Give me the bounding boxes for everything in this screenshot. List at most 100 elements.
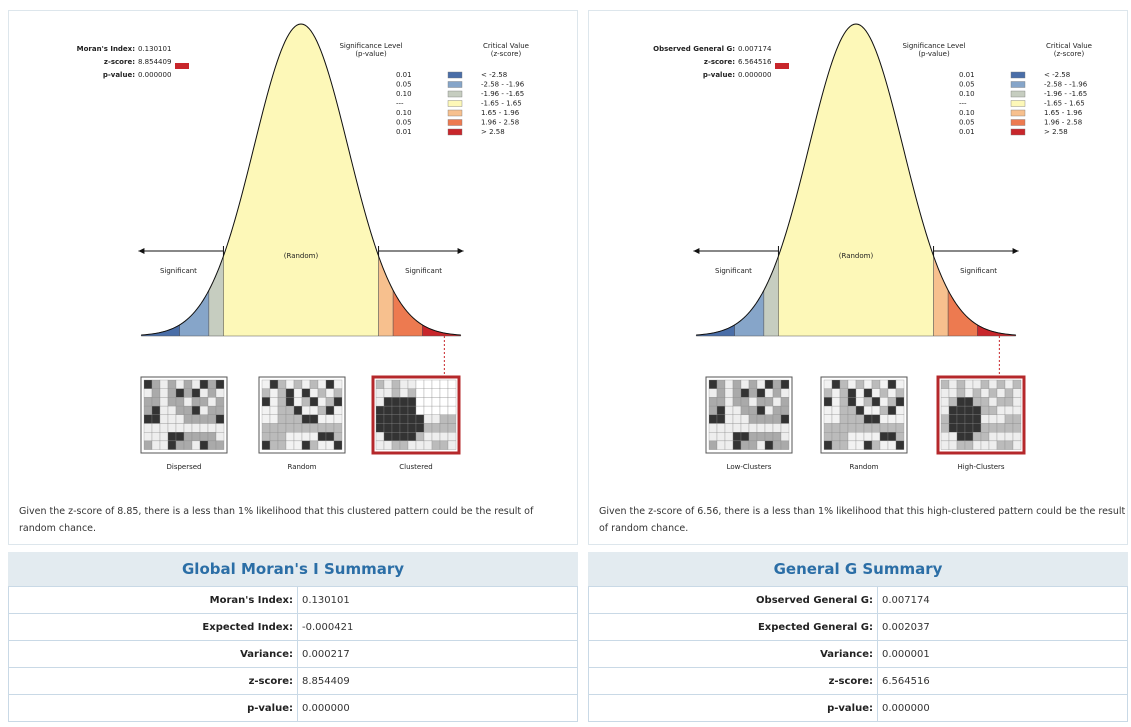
map-cell bbox=[407, 405, 417, 415]
map-cell bbox=[940, 440, 950, 450]
map-cell bbox=[183, 414, 193, 424]
legend-z: -1.96 - -1.65 bbox=[1044, 90, 1087, 98]
map-cell bbox=[199, 405, 209, 415]
map-label: Clustered bbox=[399, 463, 432, 471]
curve-region bbox=[378, 255, 394, 337]
map-cell bbox=[277, 405, 287, 415]
map-cell bbox=[167, 405, 177, 415]
significant-label: Significant bbox=[960, 267, 997, 275]
map-cell bbox=[261, 432, 271, 442]
map-cell bbox=[847, 379, 857, 389]
map-cell bbox=[309, 405, 319, 415]
map-cell bbox=[333, 397, 343, 407]
legend-header: (z-score) bbox=[491, 50, 522, 58]
map-cell bbox=[887, 423, 897, 433]
map-cell bbox=[879, 397, 889, 407]
map-cell bbox=[839, 379, 849, 389]
map-cell bbox=[748, 388, 758, 398]
summary-value: 8.854409 bbox=[297, 667, 578, 695]
significant-label: Significant bbox=[715, 267, 752, 275]
map-label: Random bbox=[288, 463, 317, 471]
map-cell bbox=[431, 414, 441, 424]
map-cell bbox=[285, 388, 295, 398]
map-cell bbox=[980, 388, 990, 398]
legend-z: 1.96 - 2.58 bbox=[481, 119, 519, 127]
map-cell bbox=[191, 423, 201, 433]
map-cell bbox=[972, 423, 982, 433]
map-cell bbox=[215, 379, 225, 389]
map-cell bbox=[159, 432, 169, 442]
summary-row: z-score: 8.854409 bbox=[8, 667, 578, 695]
legend-swatch bbox=[1010, 81, 1026, 88]
map-cell bbox=[301, 432, 311, 442]
map-cell bbox=[383, 414, 393, 424]
map-cell bbox=[293, 432, 303, 442]
map-cell bbox=[423, 414, 433, 424]
map-cell bbox=[261, 440, 271, 450]
map-cell bbox=[151, 440, 161, 450]
map-cell bbox=[447, 397, 457, 407]
summary-label: Variance: bbox=[588, 640, 878, 668]
map-cell bbox=[399, 432, 409, 442]
result-panel: Moran's Index: 0.130101 z-score: 8.854409 p-… bbox=[8, 10, 578, 545]
map-cell bbox=[948, 388, 958, 398]
map-cell bbox=[855, 405, 865, 415]
legend-swatch bbox=[1010, 109, 1026, 117]
legend-swatch bbox=[447, 100, 463, 107]
map-cell bbox=[325, 379, 335, 389]
legend-header: Critical Value bbox=[483, 42, 529, 50]
map-cell bbox=[780, 414, 790, 424]
map-cell bbox=[839, 397, 849, 407]
map-cell bbox=[309, 432, 319, 442]
map-cell bbox=[207, 405, 217, 415]
map-cell bbox=[215, 397, 225, 407]
map-cell bbox=[956, 432, 966, 442]
map-cell bbox=[333, 414, 343, 424]
map-cell bbox=[772, 397, 782, 407]
legend-z: < -2.58 bbox=[1044, 71, 1070, 79]
result-panel: Observed General G: 0.007174 z-score: 6.564… bbox=[588, 10, 1128, 545]
map-cell bbox=[956, 440, 966, 450]
map-cell bbox=[1012, 379, 1022, 389]
map-cell bbox=[879, 405, 889, 415]
map-cell bbox=[407, 397, 417, 407]
map-cell bbox=[439, 440, 449, 450]
map-cell bbox=[1012, 440, 1022, 450]
map-cell bbox=[215, 432, 225, 442]
legend-p: 0.10 bbox=[396, 109, 412, 117]
map-cell bbox=[407, 423, 417, 433]
legend-p: 0.05 bbox=[396, 81, 412, 89]
map-cell bbox=[823, 405, 833, 415]
map-cell bbox=[724, 423, 734, 433]
map-cell bbox=[261, 405, 271, 415]
summary-title: General G Summary bbox=[588, 552, 1128, 586]
map-cell bbox=[301, 388, 311, 398]
map-cell bbox=[772, 405, 782, 415]
map-cell bbox=[708, 388, 718, 398]
map-cell bbox=[887, 397, 897, 407]
legend-swatch bbox=[447, 81, 463, 88]
map-cell bbox=[199, 423, 209, 433]
map-cell bbox=[167, 397, 177, 407]
legend-p: --- bbox=[396, 100, 404, 108]
legend-p: 0.01 bbox=[959, 71, 975, 79]
map-cell bbox=[423, 388, 433, 398]
map-cell bbox=[293, 405, 303, 415]
summary-row: p-value: 0.000000 bbox=[8, 694, 578, 722]
map-cell bbox=[423, 432, 433, 442]
legend-swatch bbox=[1010, 128, 1026, 136]
map-cell bbox=[895, 397, 905, 407]
map-cell bbox=[724, 397, 734, 407]
map-cell bbox=[732, 397, 742, 407]
map-cell bbox=[724, 379, 734, 389]
map-cell bbox=[895, 440, 905, 450]
map-cell bbox=[847, 405, 857, 415]
map-cell bbox=[980, 432, 990, 442]
map-cell bbox=[175, 440, 185, 450]
map-cell bbox=[708, 440, 718, 450]
caption: Given the z-score of 6.56, there is a le… bbox=[599, 506, 1126, 534]
map-cell bbox=[716, 397, 726, 407]
map-cell bbox=[940, 397, 950, 407]
map-cell bbox=[309, 423, 319, 433]
map-cell bbox=[988, 440, 998, 450]
